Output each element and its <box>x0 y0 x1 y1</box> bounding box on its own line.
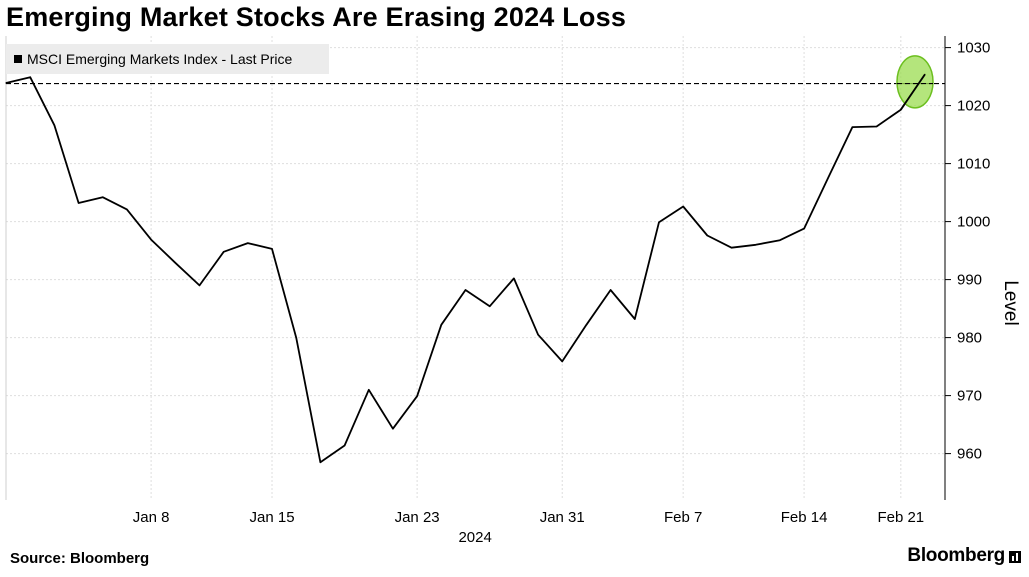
data-point <box>876 125 878 128</box>
source-note: Source: Bloomberg <box>10 550 150 567</box>
data-point <box>247 242 249 244</box>
y-tick-label: 970 <box>957 388 982 405</box>
y-tick-labels: 960 970 980 990 1000 1010 1020 1030 <box>957 40 990 463</box>
data-point <box>851 126 854 128</box>
series-line-end-segment <box>900 73 926 111</box>
y-tick-label: 960 <box>957 446 982 463</box>
data-point <box>319 461 321 463</box>
data-point <box>416 395 418 397</box>
y-axis-title: Level <box>1000 280 1021 325</box>
y-tick-label: 1020 <box>957 98 990 115</box>
x-tick-label: Feb 21 <box>877 509 924 526</box>
data-point <box>392 428 394 430</box>
highlight-group <box>896 55 934 111</box>
chart-area: Level 960 970 980 990 1000 1010 1020 1030 Jan 8… <box>0 36 1029 556</box>
data-point <box>102 196 104 198</box>
data-point <box>271 248 273 250</box>
x-tick-label: Feb 7 <box>664 509 702 526</box>
legend-swatch <box>14 55 22 63</box>
gridlines <box>6 36 945 500</box>
x-tick-label: Jan 23 <box>395 509 440 526</box>
data-point <box>150 238 152 241</box>
x-year-label: 2024 <box>458 529 491 546</box>
data-point <box>779 239 781 241</box>
data-point <box>755 244 757 246</box>
data-point <box>658 221 660 223</box>
data-point <box>368 389 370 391</box>
data-point <box>561 360 563 362</box>
line-chart: Level 960 970 980 990 1000 1010 1020 1030 Jan 8… <box>5 36 1021 546</box>
x-tick-label: Jan 8 <box>133 509 170 526</box>
data-point <box>295 337 297 339</box>
data-point <box>827 176 829 179</box>
data-point <box>223 251 225 253</box>
y-tick-label: 1030 <box>957 40 990 57</box>
data-point <box>513 277 515 280</box>
data-point <box>803 227 805 230</box>
y-tick-label: 980 <box>957 330 982 347</box>
data-point <box>126 208 128 211</box>
y-tick-label: 1000 <box>957 214 990 231</box>
brand-logo: Bloomberg <box>907 545 1021 567</box>
data-point <box>489 305 491 307</box>
legend-label: MSCI Emerging Markets Index - Last Price <box>27 51 293 67</box>
bloomberg-bars-icon <box>1009 551 1021 563</box>
x-tick-label: Feb 14 <box>781 509 828 526</box>
y-tick-label: 1010 <box>957 156 990 173</box>
axes: Level <box>5 36 1021 500</box>
highlight-circle <box>896 55 934 109</box>
x-tick-label: Jan 31 <box>540 509 585 526</box>
y-tick-label: 990 <box>957 272 982 289</box>
data-point <box>706 234 708 237</box>
data-point <box>29 76 31 78</box>
data-point <box>585 324 588 326</box>
data-point <box>5 82 7 84</box>
x-tick-labels: Jan 8 Jan 15 Jan 23 Jan 31 Feb 7 Feb 14 Feb 21… <box>133 509 924 546</box>
legend: MSCI Emerging Markets Index - Last Price <box>6 44 329 74</box>
data-point <box>464 289 467 291</box>
data-point <box>198 284 201 286</box>
chart-title: Emerging Market Stocks Are Erasing 2024 … <box>6 2 627 32</box>
data-point <box>537 334 539 336</box>
brand-name: Bloomberg <box>907 545 1005 566</box>
data-point <box>610 289 612 291</box>
x-tick-label: Jan 15 <box>250 509 295 526</box>
data-point <box>343 444 346 447</box>
data-point <box>730 247 733 249</box>
data-point <box>53 124 55 126</box>
data-point <box>77 202 80 204</box>
series-line-msci-em <box>5 73 926 464</box>
data-point <box>174 262 176 264</box>
data-point <box>634 318 636 320</box>
data-point <box>682 205 684 208</box>
series-group <box>5 73 926 464</box>
data-point <box>440 324 442 326</box>
